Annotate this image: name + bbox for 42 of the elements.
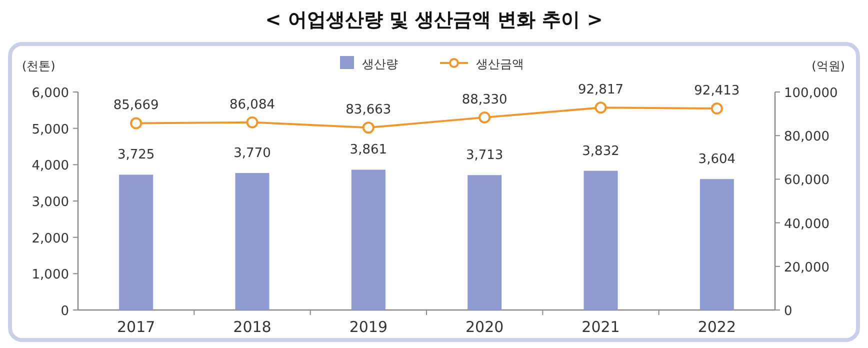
data-label: 92,413 (694, 84, 740, 99)
x-tick-label: 2019 (349, 318, 388, 336)
data-label: 85,669 (113, 98, 159, 114)
data-label: 3,770 (234, 146, 271, 162)
data-label: 3,861 (350, 142, 388, 158)
data-label: 86,084 (230, 97, 275, 112)
y2-tick-label: 0 (784, 304, 792, 319)
y-tick-label: 6,000 (32, 86, 69, 101)
y2-tick-label: 80,000 (784, 130, 830, 145)
legend-label: 생산금액 (476, 57, 524, 71)
data-label: 92,817 (578, 82, 624, 98)
data-label: 3,832 (582, 144, 620, 159)
y-tick-label: 1,000 (32, 268, 69, 283)
y2-axis-title: (억원) (812, 59, 845, 73)
y-tick-label: 5,000 (32, 122, 69, 138)
y2-tick-label: 100,000 (784, 86, 838, 101)
y-tick-label: 4,000 (32, 158, 69, 174)
x-tick-label: 2018 (233, 318, 272, 336)
point (246, 116, 258, 128)
data-label: 83,663 (346, 102, 392, 118)
y2-tick-label: 20,000 (784, 260, 830, 276)
data-label: 88,330 (462, 92, 508, 108)
y-tick-label: 0 (60, 304, 69, 319)
y-tick-label: 2,000 (32, 231, 69, 246)
x-tick-label: 2022 (698, 318, 736, 336)
y2-tick-label: 40,000 (784, 216, 830, 232)
y-axis-title: (천톤) (22, 59, 56, 73)
legend-label: 생산량 (362, 57, 398, 71)
y-tick-label: 3,000 (32, 195, 69, 210)
point (130, 117, 142, 130)
data-label: 3,725 (117, 148, 155, 163)
point (478, 111, 491, 124)
x-tick-label: 2017 (116, 318, 156, 336)
chart-title: < 어업생산량 및 생산금액 변화 추이 > (265, 9, 603, 31)
data-label: 3,713 (466, 148, 504, 164)
point (594, 102, 607, 114)
point (362, 122, 374, 134)
point (710, 102, 723, 115)
data-label: 3,604 (698, 152, 736, 168)
x-tick-label: 2020 (465, 318, 504, 336)
y2-tick-label: 60,000 (784, 173, 830, 188)
x-tick-label: 2021 (582, 318, 620, 336)
